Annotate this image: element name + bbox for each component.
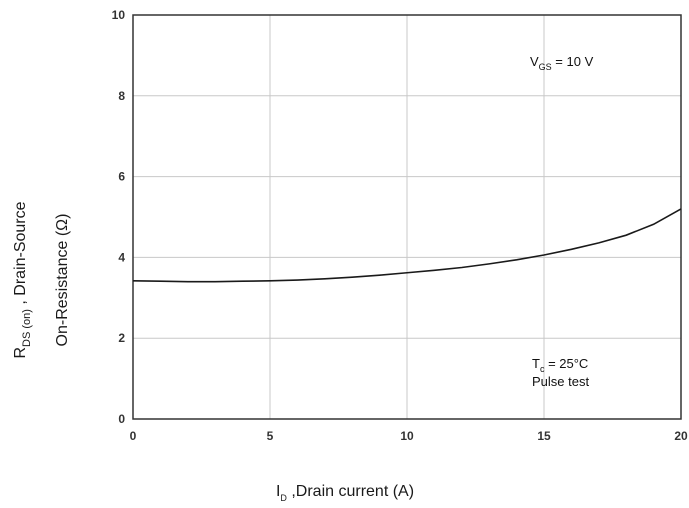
y-tick-label: 10 xyxy=(112,8,126,22)
x-tick-label: 0 xyxy=(130,429,137,443)
y-tick-label: 4 xyxy=(118,250,125,264)
y-tick-labels: 0 2 4 6 8 10 xyxy=(112,8,126,426)
tc-annotation: Tc = 25°C xyxy=(532,356,588,374)
y-tick-label: 0 xyxy=(118,412,125,426)
x-tick-label: 15 xyxy=(537,429,551,443)
plot-frame xyxy=(132,14,682,420)
pulse-test-annotation: Pulse test xyxy=(532,374,589,389)
grid xyxy=(133,15,681,419)
x-tick-label: 20 xyxy=(674,429,688,443)
x-tick-labels: 0 5 10 15 20 xyxy=(130,429,688,443)
vgs-annotation: VGS = 10 V xyxy=(530,54,594,72)
y-axis-label-line1: RDS (on) , Drain-Source xyxy=(12,201,33,358)
x-tick-label: 10 xyxy=(400,429,414,443)
y-axis-label-line2: On-Resistance (Ω) xyxy=(54,214,71,347)
y-tick-label: 8 xyxy=(118,89,125,103)
series-line-rds-on xyxy=(132,208,682,283)
x-tick-label: 5 xyxy=(267,429,274,443)
x-axis-label: ID ,Drain current (A) xyxy=(276,483,414,503)
y-tick-label: 6 xyxy=(118,170,125,184)
y-tick-label: 2 xyxy=(118,331,125,345)
